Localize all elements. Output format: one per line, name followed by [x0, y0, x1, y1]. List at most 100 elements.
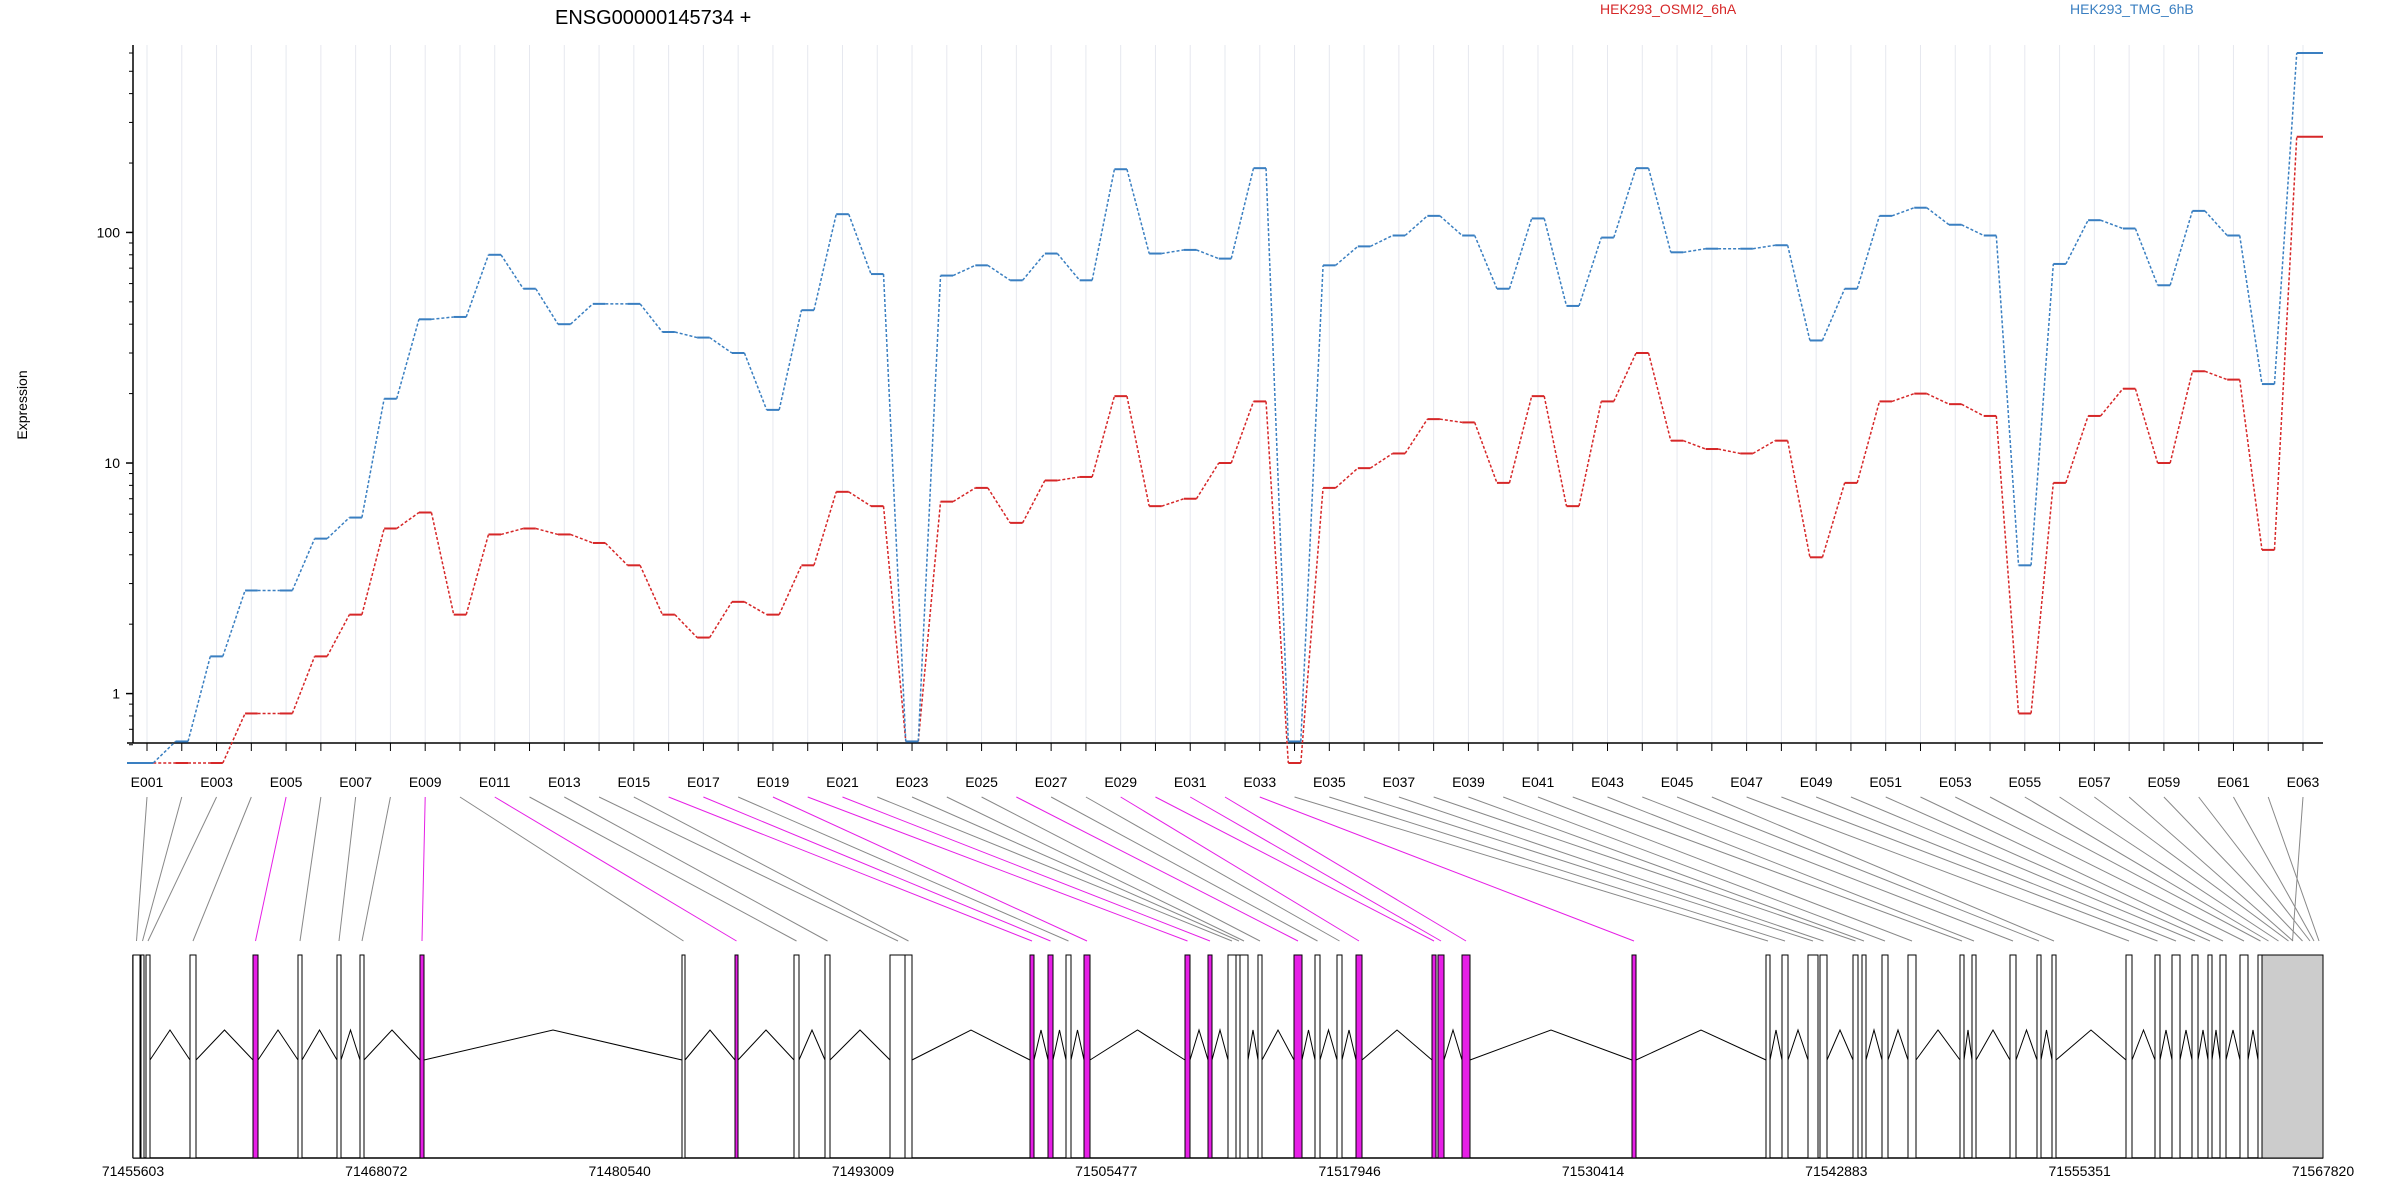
exon-connector: [668, 796, 1033, 942]
connector-line: [848, 491, 872, 507]
connector-line: [987, 487, 1011, 524]
x-tick-label: E053: [1939, 774, 1972, 790]
connector-line: [1926, 207, 1950, 226]
connector-line: [2169, 371, 2194, 464]
x-tick-label: E009: [409, 774, 442, 790]
exon-block: [2219, 954, 2227, 1159]
intron-line: [798, 1028, 826, 1061]
connector-line: [709, 601, 733, 638]
intron-line: [1887, 1028, 1909, 1061]
x-tick-label: E025: [965, 774, 998, 790]
exon-block: [793, 954, 800, 1159]
exon-block: [1431, 954, 1437, 1159]
exon-block: [336, 954, 342, 1159]
series-osmi2: [127, 135, 2323, 764]
intron-line: [1301, 1029, 1316, 1061]
exon-connector: [136, 796, 148, 942]
connector-line: [430, 512, 455, 615]
x-tick-label: E047: [1730, 774, 1763, 790]
connector-line: [326, 614, 351, 657]
x-tick-label: E001: [131, 774, 164, 790]
connector-line: [1021, 480, 1046, 524]
connector-line: [1752, 440, 1776, 455]
intron-line: [1070, 1029, 1085, 1061]
intron-line: [2159, 1029, 2173, 1061]
exon-connector: [2233, 796, 2315, 942]
x-tick-label: E029: [1104, 774, 1137, 790]
intron-line: [1469, 1029, 1633, 1061]
exon-connector: [192, 796, 252, 942]
exon-block: [2125, 954, 2133, 1159]
connector-line: [535, 527, 559, 536]
intron-line: [829, 1029, 891, 1061]
connector-line: [152, 740, 177, 764]
exon-block: [1184, 954, 1191, 1159]
coordinate-label: 71480540: [589, 1163, 652, 1179]
x-tick-label: E017: [687, 774, 720, 790]
exon-block: [1029, 954, 1035, 1159]
exon-connector: [1120, 796, 1360, 942]
exon-block: [1437, 954, 1445, 1159]
intron-line: [1033, 1029, 1049, 1061]
exon-connector: [737, 796, 1069, 942]
exon-block: [681, 954, 686, 1159]
exon-connector: [703, 796, 1051, 942]
connector-line: [987, 264, 1011, 281]
coordinate-label: 71505477: [1075, 1163, 1138, 1179]
exon-connector: [2198, 796, 2311, 942]
connector-line: [2030, 263, 2055, 566]
intron-line: [2179, 1029, 2193, 1061]
connector-line: [1647, 167, 1672, 253]
exon-block: [889, 954, 907, 1159]
exon-block: [359, 954, 365, 1159]
x-tick-label: E041: [1522, 774, 1555, 790]
connector-line: [1022, 253, 1046, 281]
x-tick-label: E019: [757, 774, 790, 790]
exon-connector: [1885, 796, 2211, 942]
connector-line: [1856, 401, 1881, 484]
intron-line: [1247, 1029, 1259, 1061]
intron-line: [1865, 1028, 1883, 1061]
connector-line: [2134, 228, 2159, 286]
exon-connector: [842, 796, 1211, 942]
connector-line: [1091, 169, 1116, 281]
intron-line: [1787, 1028, 1809, 1061]
exon-connector: [911, 796, 1240, 942]
connector-line: [674, 614, 698, 639]
y-axis-label: Expression: [14, 370, 30, 439]
exon-block: [1065, 954, 1072, 1159]
y-axis: 1 10 100: [97, 45, 134, 746]
exon-connector: [2292, 796, 2304, 942]
exon-connector-lines: [136, 796, 2320, 942]
exon-connector: [1989, 796, 2261, 942]
connector-line: [326, 517, 350, 540]
connector-line: [1370, 234, 1393, 248]
connector-line: [1230, 167, 1255, 259]
exon-block: [1047, 954, 1054, 1159]
connector-line: [2134, 388, 2159, 464]
connector-line: [1995, 415, 2020, 714]
exon-block: [1765, 954, 1771, 1159]
connector-line: [1683, 247, 1706, 254]
exon-connector: [147, 796, 217, 942]
exon-connector: [807, 796, 1188, 942]
connector-line: [882, 506, 907, 742]
x-tick-label: E011: [479, 774, 511, 790]
connector-line: [1578, 401, 1602, 507]
connector-line: [848, 213, 872, 275]
connector-line: [709, 336, 733, 354]
connector-line: [2238, 379, 2263, 550]
exon-block: [1959, 954, 1965, 1159]
connector-line: [1717, 448, 1741, 455]
connector-line: [291, 656, 316, 714]
connector-line: [2100, 219, 2124, 230]
exon-connector: [1572, 796, 1963, 942]
exon-connector: [1363, 796, 1814, 942]
intron-line: [1443, 1028, 1463, 1061]
exon-connector: [421, 796, 426, 942]
connector-line: [1995, 235, 2020, 566]
exon-connector: [1050, 796, 1318, 942]
exon-connector: [2024, 796, 2269, 942]
connector-line: [639, 565, 664, 615]
